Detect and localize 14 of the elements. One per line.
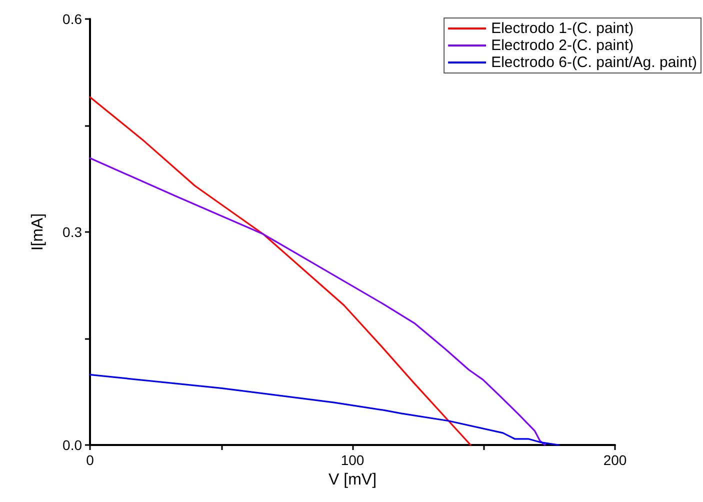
x-tick-label: 100 [340, 452, 364, 468]
legend-label: Electrodo 1-(C. paint) [491, 20, 634, 37]
x-axis-title: V [mV] [328, 471, 377, 488]
line-series [89, 374, 560, 446]
y-tick-label: 0.0 [62, 437, 82, 453]
y-tick-label: 0.3 [62, 224, 82, 240]
legend-label: Electrodo 2-(C. paint) [491, 37, 634, 54]
line-series [89, 96, 472, 446]
line-series [89, 157, 546, 446]
x-tick-label: 200 [603, 452, 627, 468]
legend-label: Electrodo 6-(C. paint/Ag. paint) [491, 54, 698, 71]
y-axis-title: I[mA] [30, 213, 46, 251]
y-tick-label: 0.6 [62, 11, 82, 27]
x-tick-label: 0 [86, 452, 94, 468]
